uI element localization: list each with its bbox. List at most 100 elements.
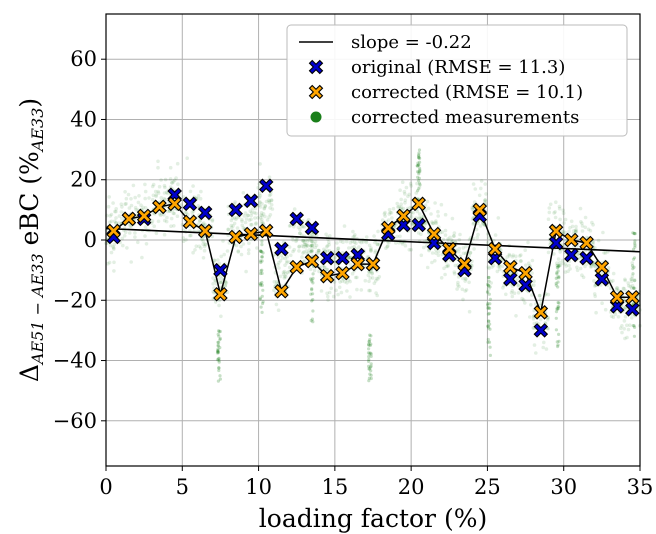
measurement-point	[338, 280, 342, 284]
measurement-point	[448, 235, 452, 240]
measurement-point	[114, 209, 118, 214]
measurement-point	[407, 248, 412, 252]
measurement-point	[179, 203, 184, 207]
measurement-point	[368, 288, 373, 293]
measurement-point	[367, 243, 372, 248]
measurement-point	[417, 151, 421, 155]
measurement-point	[369, 352, 373, 356]
measurement-point	[310, 317, 314, 321]
measurement-point	[630, 316, 634, 320]
corrected-point	[564, 232, 579, 248]
measurement-point	[139, 203, 143, 207]
measurement-point	[524, 263, 528, 268]
measurement-point	[553, 215, 558, 220]
measurement-point	[302, 259, 307, 263]
measurement-point	[303, 242, 308, 247]
measurement-point	[262, 206, 267, 210]
measurement-point	[576, 252, 580, 257]
measurement-point	[574, 230, 578, 234]
measurement-point	[259, 249, 263, 253]
measurement-point	[369, 376, 373, 381]
measurement-point	[211, 276, 215, 280]
measurement-point	[281, 270, 286, 275]
measurement-point	[172, 178, 177, 182]
measurement-point	[199, 237, 204, 241]
measurement-point	[419, 232, 423, 237]
measurement-point	[168, 177, 173, 181]
measurement-point	[633, 243, 637, 247]
measurement-point	[310, 279, 314, 283]
measurement-point	[496, 265, 501, 269]
measurement-point	[257, 195, 262, 200]
measurement-point	[368, 367, 372, 371]
measurement-point	[632, 286, 636, 290]
measurement-point	[431, 221, 436, 226]
corrected-point	[609, 289, 625, 305]
measurement-point	[456, 280, 460, 285]
measurement-point	[472, 200, 477, 204]
measurement-point	[403, 198, 408, 202]
measurement-point	[555, 266, 560, 270]
measurement-point	[259, 283, 263, 287]
measurement-point	[369, 342, 373, 346]
measurement-point	[172, 224, 176, 228]
corrected-point	[350, 256, 366, 272]
corrected-point	[335, 265, 350, 281]
measurement-point	[485, 289, 490, 294]
measurement-point	[331, 256, 336, 261]
measurement-point	[487, 292, 491, 296]
measurement-point	[487, 340, 492, 344]
measurement-point	[260, 255, 264, 259]
measurement-point	[529, 303, 533, 307]
measurement-point	[488, 322, 492, 326]
measurement-point	[553, 210, 557, 214]
measurement-point	[133, 235, 137, 239]
measurement-point	[363, 278, 368, 283]
measurement-point	[183, 210, 187, 215]
measurement-point	[181, 236, 186, 240]
measurement-point	[369, 334, 373, 338]
measurement-point	[563, 230, 567, 235]
measurement-point	[136, 240, 140, 245]
measurement-point	[181, 195, 186, 199]
measurement-point	[198, 196, 203, 201]
measurement-point	[260, 259, 264, 263]
measurement-point	[368, 276, 373, 280]
measurement-point	[463, 276, 468, 281]
measurement-point	[259, 271, 263, 276]
measurement-point	[489, 281, 494, 285]
measurement-point	[418, 212, 422, 216]
measurement-point	[229, 218, 234, 223]
measurement-point	[415, 181, 419, 186]
measurement-point	[436, 214, 441, 218]
measurement-point	[336, 246, 340, 251]
corrected-point	[594, 259, 610, 275]
measurement-point	[231, 224, 235, 228]
measurement-point	[590, 220, 594, 225]
measurement-point	[417, 163, 421, 167]
measurement-point	[367, 364, 371, 368]
measurement-point	[369, 249, 373, 253]
measurement-point	[219, 254, 223, 259]
measurement-point	[254, 222, 258, 226]
measurement-point	[216, 349, 220, 353]
measurement-point	[498, 267, 502, 272]
measurement-point	[367, 343, 371, 347]
measurement-point	[415, 164, 419, 168]
measurement-point	[261, 288, 265, 292]
measurement-point	[260, 243, 264, 247]
measurement-point	[626, 281, 630, 285]
measurement-point	[631, 247, 636, 251]
measurement-point	[368, 372, 372, 376]
measurement-point	[507, 254, 512, 258]
measurement-point	[133, 231, 137, 235]
measurement-point	[625, 323, 629, 328]
measurement-point	[255, 216, 260, 220]
legend-corrected-x	[308, 84, 324, 100]
measurement-point	[467, 253, 472, 258]
legend-label-measurements: corrected measurements	[351, 107, 579, 128]
measurement-point	[163, 197, 167, 202]
measurement-point	[324, 245, 329, 249]
measurement-point	[523, 301, 527, 305]
measurement-point	[304, 243, 309, 247]
